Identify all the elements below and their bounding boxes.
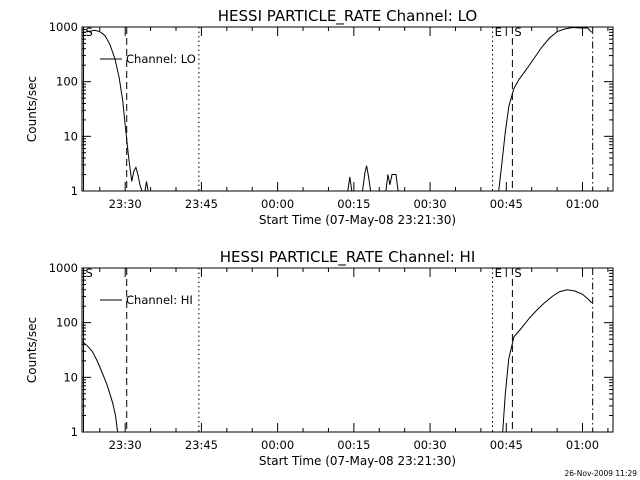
- x-tick-label: 00:30: [413, 438, 446, 452]
- plot-frame: [81, 267, 614, 433]
- x-tick-label: 00:15: [337, 438, 370, 452]
- event-marker-label: E: [495, 266, 502, 280]
- event-marker-label: S: [514, 266, 521, 280]
- y-tick-label: 100: [56, 75, 78, 89]
- chart-title: HESSI PARTICLE_RATE Channel: LO: [218, 7, 477, 26]
- x-tick-label: 01:00: [566, 197, 599, 211]
- event-marker-label: S: [86, 266, 93, 280]
- x-tick-label: 00:00: [261, 438, 294, 452]
- x-tick-label: 23:30: [109, 438, 142, 452]
- chart-panel-2: HESSI PARTICLE_RATE Channel: HI Start Tim…: [25, 248, 614, 468]
- series-line: [347, 176, 353, 192]
- y-tick-label: 10: [63, 129, 78, 143]
- y-tick-label: 1000: [49, 261, 78, 275]
- y-tick-label: 1: [71, 425, 78, 439]
- x-tick-label: 23:45: [185, 438, 218, 452]
- y-tick-label: 1000: [49, 20, 78, 34]
- x-tick-label: 23:45: [185, 197, 218, 211]
- x-tick-label: 00:30: [413, 197, 446, 211]
- event-marker-label: E: [495, 25, 502, 39]
- chart-title: HESSI PARTICLE_RATE Channel: HI: [220, 248, 476, 267]
- y-axis-label: Counts/sec: [25, 76, 39, 142]
- plot-frame: [81, 26, 614, 192]
- y-tick-label: 10: [63, 370, 78, 384]
- x-tick-label: 00:15: [337, 197, 370, 211]
- series-line: [81, 341, 119, 433]
- event-marker-label: S: [514, 25, 521, 39]
- x-tick-label: 23:30: [109, 197, 142, 211]
- event-marker-label: S: [86, 25, 93, 39]
- y-axis-label: Counts/sec: [25, 317, 39, 383]
- chart-panel-1: HESSI PARTICLE_RATE Channel: LO Start Tim…: [25, 7, 614, 227]
- y-tick-label: 100: [56, 316, 78, 330]
- y-tick-label: 1: [71, 184, 78, 198]
- series-line: [385, 174, 399, 192]
- series-line: [502, 289, 593, 433]
- series-line: [362, 165, 372, 192]
- x-tick-label: 00:45: [490, 197, 523, 211]
- series-line: [81, 29, 143, 192]
- series-line: [144, 181, 149, 192]
- series-line: [498, 26, 593, 192]
- x-axis-label: Start Time (07-May-08 23:21:30): [259, 454, 456, 468]
- x-tick-label: 00:45: [490, 438, 523, 452]
- legend-label: Channel: HI: [126, 293, 193, 307]
- x-axis-label: Start Time (07-May-08 23:21:30): [259, 213, 456, 227]
- legend-label: Channel: LO: [126, 52, 196, 66]
- x-tick-label: 01:00: [566, 438, 599, 452]
- x-tick-label: 00:00: [261, 197, 294, 211]
- plot-timestamp: 26-Nov-2009 11:29: [565, 469, 638, 478]
